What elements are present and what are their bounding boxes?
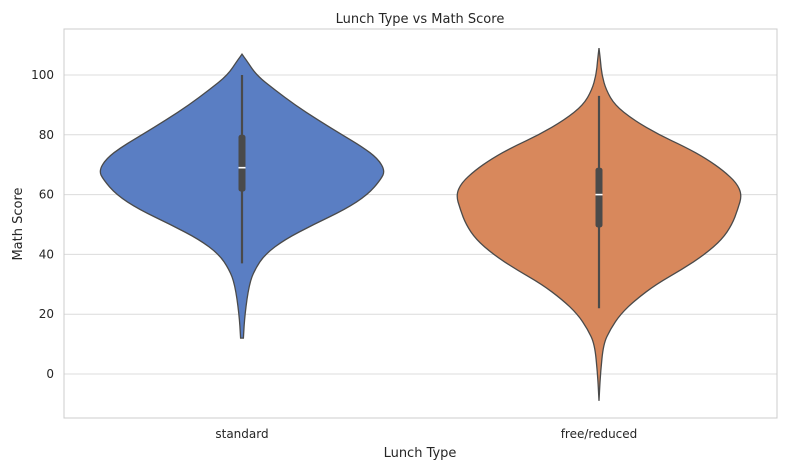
y-tick-label: 100 bbox=[31, 68, 54, 82]
violin-standard bbox=[99, 52, 385, 339]
x-tick-label: free/reduced bbox=[561, 427, 638, 441]
chart-title: Lunch Type vs Math Score bbox=[336, 12, 505, 27]
violin-free-reduced bbox=[456, 48, 742, 401]
x-axis-label: Lunch Type bbox=[384, 446, 457, 461]
violin-iqr-box bbox=[238, 134, 246, 192]
x-tick-labels: standard free/reduced bbox=[215, 427, 637, 441]
y-axis-label: Math Score bbox=[11, 187, 26, 260]
y-tick-label: 60 bbox=[39, 188, 54, 202]
plot-frame bbox=[63, 28, 778, 419]
y-tick-labels: 0 20 40 60 80 100 bbox=[31, 68, 54, 381]
x-tick-label: standard bbox=[215, 427, 268, 441]
y-tick-label: 0 bbox=[46, 367, 54, 381]
violins bbox=[99, 48, 742, 401]
violin-iqr-box bbox=[595, 167, 603, 228]
y-tick-label: 20 bbox=[39, 307, 54, 321]
y-tick-label: 80 bbox=[39, 128, 54, 142]
y-tick-label: 40 bbox=[39, 247, 54, 261]
